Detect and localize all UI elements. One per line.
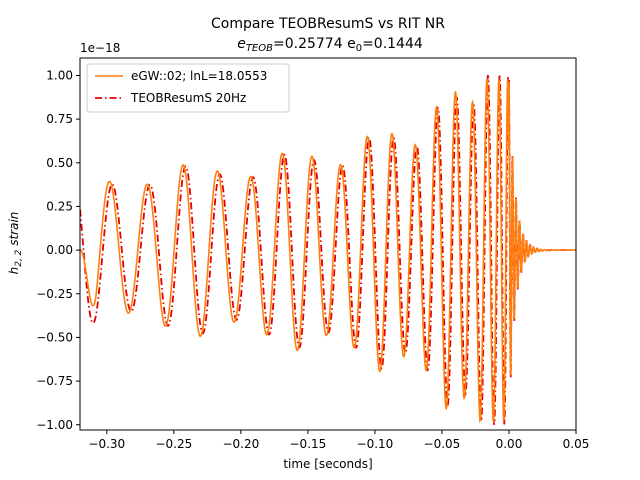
plot-frame: [79, 57, 577, 431]
subtitle-e0-sub: 0: [356, 43, 362, 54]
y-tick-label: 0.75: [46, 112, 73, 126]
legend: eGW::02; lnL=18.0553 TEOBResumS 20Hz: [86, 63, 290, 113]
y-label-sub: 2, 2: [14, 249, 24, 266]
y-tick-label: −1.00: [36, 418, 73, 432]
x-tick-label: −0.25: [155, 437, 192, 451]
y-offset-text: 1e−18: [80, 41, 120, 55]
x-tick-label: −0.05: [424, 437, 461, 451]
y-tick-label: 1.00: [46, 68, 73, 82]
x-tick-label: −0.15: [290, 437, 327, 451]
x-tick-label: −0.20: [222, 437, 259, 451]
legend-label-egw: eGW::02; lnL=18.0553: [131, 69, 267, 83]
y-tick-label: 0.50: [46, 156, 73, 170]
chart-title: Compare TEOBResumS vs RIT NR: [211, 16, 445, 32]
x-tick-label: 0.05: [563, 437, 590, 451]
y-tick-label: −0.75: [36, 374, 73, 388]
subtitle-e0-value: =0.1444: [362, 36, 423, 52]
x-tick-label: −0.10: [357, 437, 394, 451]
y-tick-label: −0.25: [36, 287, 73, 301]
x-axis-label: time [seconds]: [283, 457, 372, 471]
subtitle-teob-sub: TEOB: [246, 43, 273, 54]
y-tick-label: −0.50: [36, 330, 73, 344]
y-label-strain: strain: [7, 212, 21, 250]
y-tick-label: 0.25: [46, 199, 73, 213]
legend-label-teob: TEOBResumS 20Hz: [130, 91, 246, 105]
subtitle-e-teob: e: [237, 36, 246, 52]
x-tick-label: 0.00: [496, 437, 523, 451]
series-line-egw: [80, 78, 576, 424]
series-group: [80, 74, 576, 425]
subtitle-teob-value: =0.25774 e: [273, 36, 356, 52]
chart-subtitle: eTEOB=0.25774 e0=0.1444: [237, 36, 423, 54]
legend-box: [86, 63, 290, 113]
tick-group: −0.30 −0.25 −0.20 −0.15 −0.10 −0.05 0.00 0.05 −1…: [36, 68, 589, 451]
x-tick-label: −0.30: [88, 437, 125, 451]
y-axis-label: h2, 2 strain: [7, 212, 24, 275]
y-tick-label: 0.00: [46, 243, 73, 257]
y-label-h: h: [7, 267, 21, 275]
